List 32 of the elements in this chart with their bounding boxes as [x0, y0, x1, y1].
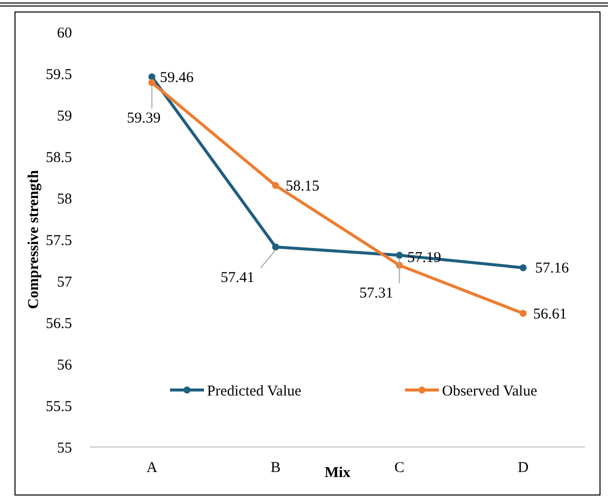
y-tick-label: 58.5 [46, 150, 72, 166]
data-label: 59.46 [160, 70, 194, 86]
x-axis-title: Mix [324, 465, 351, 481]
y-tick-label: 59 [57, 108, 72, 124]
point [396, 252, 403, 259]
y-tick-label: 60 [57, 25, 72, 42]
x-tick-label: C [394, 460, 404, 476]
y-tick-label: 55.5 [46, 398, 72, 415]
data-label: 57.31 [359, 285, 394, 302]
x-tick-label: A [146, 460, 158, 476]
point [520, 310, 527, 317]
data-label: 56.61 [533, 306, 567, 322]
y-axis-title: Compressive strength [26, 169, 42, 310]
y-tick-label: 55 [57, 440, 72, 456]
point [272, 243, 280, 250]
legend-label: Observed Value [442, 383, 538, 400]
y-tick-label: 59.5 [46, 66, 72, 83]
y-tick-label: 58 [57, 191, 72, 208]
data-label: 58.15 [286, 178, 320, 195]
data-label: 59.39 [126, 110, 161, 127]
legend-label: Predicted Value [207, 383, 302, 400]
point [272, 182, 280, 190]
x-tick-label: D [518, 460, 529, 476]
y-tick-label: 57 [57, 274, 72, 290]
y-tick-label: 56.5 [46, 316, 72, 332]
data-label: 57.16 [535, 260, 570, 277]
y-tick-label: 56 [57, 357, 72, 374]
point [148, 79, 156, 86]
x-tick-label: B [270, 460, 281, 476]
data-label: 57.41 [220, 270, 254, 286]
point [520, 264, 527, 272]
y-tick-label: 57.5 [46, 232, 72, 249]
